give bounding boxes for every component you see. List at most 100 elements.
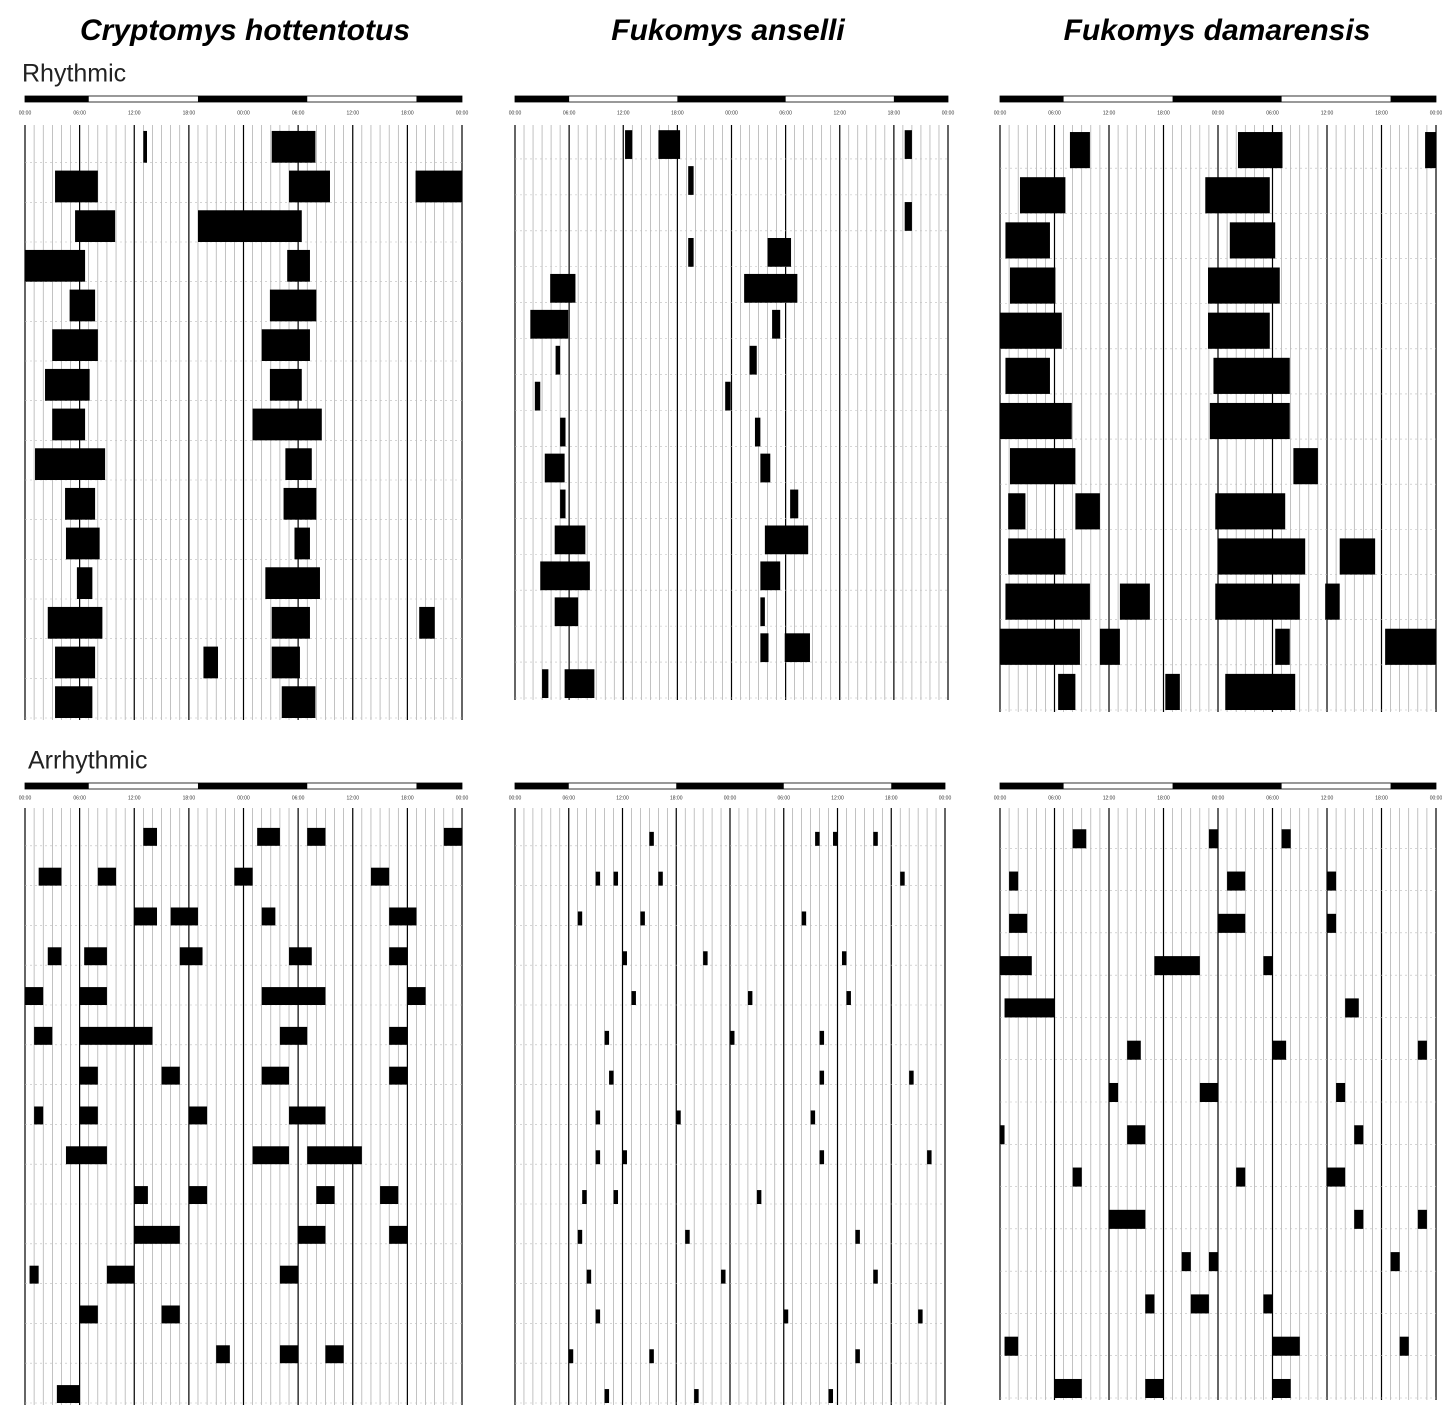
activity-block [1327, 914, 1336, 933]
activity-block [623, 1150, 627, 1164]
x-tick-label: 12:00 [346, 795, 359, 801]
activity-block [272, 647, 300, 679]
x-tick-label: 18:00 [401, 795, 414, 801]
x-tick-label: 18:00 [1157, 110, 1170, 116]
activity-block [280, 1027, 307, 1045]
activity-block [750, 346, 757, 375]
activity-block [1005, 1337, 1019, 1356]
x-tick-label: 18:00 [183, 110, 196, 116]
activity-block [555, 597, 578, 626]
x-tick-label: 18:00 [671, 110, 684, 116]
x-tick-label: 18:00 [885, 795, 898, 801]
x-tick-label: 18:00 [1375, 795, 1388, 801]
activity-block [1009, 872, 1018, 891]
x-tick-label: 18:00 [183, 795, 196, 801]
activity-block [1215, 493, 1285, 529]
activity-block [820, 1031, 824, 1045]
x-tick-label: 00:00 [19, 795, 32, 801]
activity-block [1385, 629, 1436, 665]
activity-block [216, 1345, 230, 1363]
x-tick-label: 12:00 [128, 110, 141, 116]
activity-block [80, 987, 107, 1005]
activity-block [280, 1266, 298, 1284]
activity-block [578, 911, 582, 925]
activity-block [772, 310, 780, 339]
dark-bar [25, 96, 89, 102]
activity-block [262, 329, 310, 361]
activity-block [909, 1071, 913, 1085]
activity-block [596, 872, 600, 886]
activity-block [1000, 956, 1032, 975]
activity-block [52, 409, 85, 441]
activity-block [34, 1027, 52, 1045]
activity-block [703, 951, 707, 965]
activity-block [134, 907, 157, 925]
activity-block [785, 633, 810, 662]
activity-block [535, 382, 540, 411]
activity-block [1209, 1252, 1218, 1271]
x-tick-label: 06:00 [73, 795, 86, 801]
x-tick-label: 12:00 [831, 795, 844, 801]
activity-block [162, 1067, 180, 1085]
activity-block [757, 1190, 761, 1204]
activity-block [280, 1345, 298, 1363]
activity-block [765, 526, 808, 555]
activity-block [542, 669, 548, 698]
dark-bar [1000, 783, 1064, 789]
x-tick-label: 06:00 [777, 795, 790, 801]
activity-block [545, 454, 565, 483]
activity-block [1055, 1379, 1082, 1398]
activity-block [811, 1110, 815, 1124]
activity-block [39, 868, 62, 886]
activity-block [550, 274, 575, 303]
activity-block [900, 872, 904, 886]
activity-block [1391, 1252, 1400, 1271]
activity-block [189, 1186, 207, 1204]
activity-block [1191, 1294, 1209, 1313]
activity-block [560, 418, 565, 447]
activity-block [66, 1146, 107, 1164]
activity-block [1325, 584, 1340, 620]
x-tick-label: 12:00 [1103, 110, 1116, 116]
dark-bar [676, 783, 784, 789]
activity-block [625, 130, 632, 159]
activity-block [1127, 1041, 1141, 1060]
activity-block [75, 210, 115, 242]
column-title: Cryptomys hottentotus [80, 14, 410, 47]
activity-block [855, 1349, 859, 1363]
activity-block [389, 1027, 407, 1045]
activity-block [143, 131, 147, 163]
activity-block [134, 1186, 148, 1204]
activity-block [760, 561, 780, 590]
activity-block [1005, 584, 1089, 620]
activity-block [84, 947, 107, 965]
dark-bar [25, 783, 89, 789]
activity-block [1008, 493, 1025, 529]
activity-block [265, 567, 320, 599]
dark-bar [1173, 783, 1282, 789]
activity-block [605, 1031, 609, 1045]
activity-block [30, 1266, 39, 1284]
activity-block [649, 1349, 653, 1363]
activity-block [80, 1067, 98, 1085]
activity-block [294, 528, 309, 560]
activity-block [55, 647, 95, 679]
activity-block [658, 872, 662, 886]
activity-block [389, 1226, 407, 1244]
activity-block [640, 911, 644, 925]
x-tick-label: 00:00 [456, 795, 469, 801]
activity-block [1020, 177, 1065, 213]
x-tick-label: 06:00 [73, 110, 86, 116]
x-tick-label: 12:00 [1321, 110, 1334, 116]
activity-block [289, 947, 312, 965]
activity-block [416, 171, 462, 203]
activity-block [371, 868, 389, 886]
dark-bar [1391, 783, 1436, 789]
x-tick-label: 18:00 [670, 795, 683, 801]
x-tick-label: 06:00 [779, 110, 792, 116]
activity-block [272, 131, 316, 163]
x-tick-label: 00:00 [1212, 110, 1225, 116]
activity-block [1005, 998, 1055, 1017]
activity-block [694, 1389, 698, 1403]
activity-block [631, 991, 635, 1005]
